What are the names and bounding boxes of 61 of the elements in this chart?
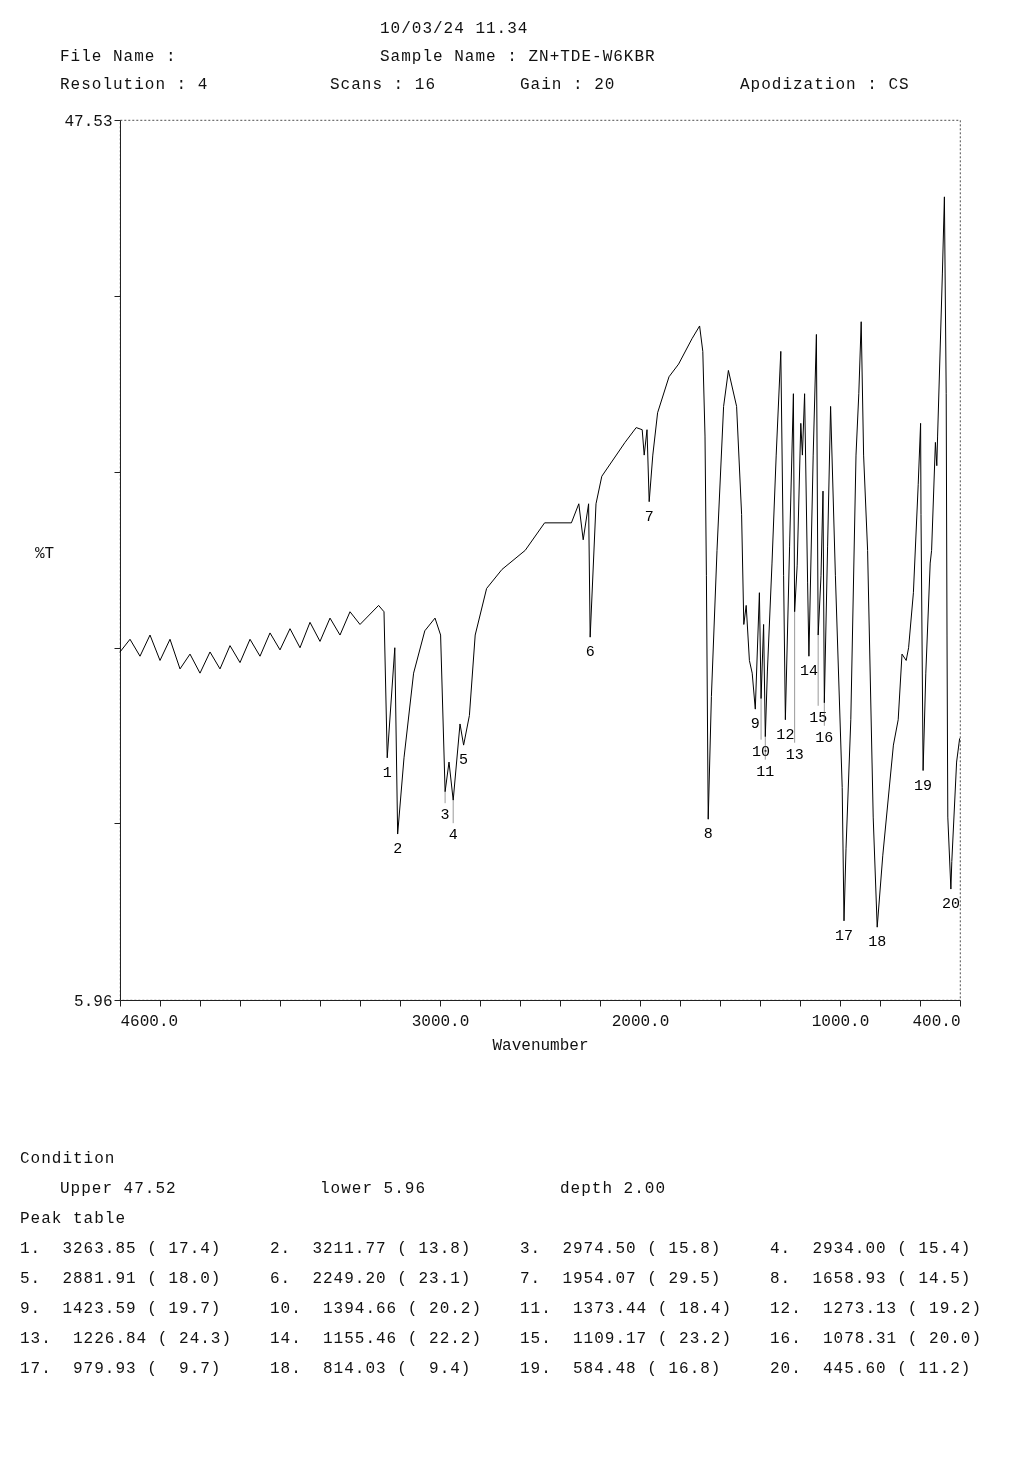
text: 19. 584.48 ( 16.8) [520, 1360, 722, 1378]
annotation: 11 [756, 763, 775, 781]
text: lower 5.96 [320, 1180, 427, 1198]
y-axis-title: %T [34, 544, 55, 563]
text: 15. 1109.17 ( 23.2) [520, 1330, 733, 1348]
text: 3. 2974.50 ( 15.8) [520, 1240, 722, 1258]
text: 18. 814.03 ( 9.4) [270, 1360, 472, 1378]
annotation: 8 [703, 826, 713, 844]
y-tick-label: 5.96 [74, 992, 113, 1011]
text: 1. 3263.85 ( 17.4) [20, 1240, 222, 1258]
annotation: 3 [440, 807, 450, 825]
annotation: 20 [941, 896, 960, 914]
x-tick-label: 1000.0 [811, 1012, 870, 1031]
annotation: 13 [785, 746, 804, 764]
annotation: 7 [644, 508, 654, 526]
text: 2. 3211.77 ( 13.8) [270, 1240, 472, 1258]
text: Resolution : 4 [60, 76, 209, 94]
text: Peak table [20, 1210, 127, 1228]
annotation: 17 [835, 927, 854, 945]
annotation: 2 [393, 841, 403, 859]
text: Gain : 20 [520, 76, 616, 94]
x-axis-title: Wavenumber [492, 1036, 589, 1055]
text: Apodization : CS [740, 76, 910, 94]
text: 7. 1954.07 ( 29.5) [520, 1270, 722, 1288]
text: Sample Name : ZN+TDE-W6KBR [380, 48, 656, 66]
text: 13. 1226.84 ( 24.3) [20, 1330, 233, 1348]
text: Condition [20, 1150, 116, 1168]
annotation: 12 [776, 726, 795, 744]
text: 8. 1658.93 ( 14.5) [770, 1270, 972, 1288]
annotation: 5 [459, 752, 469, 770]
annotation: 14 [799, 663, 818, 681]
text: 10/03/24 11.34 [380, 20, 529, 38]
text: 9. 1423.59 ( 19.7) [20, 1300, 222, 1318]
annotation: 16 [815, 729, 834, 747]
x-tick-label: 3000.0 [411, 1012, 470, 1031]
annotation: 19 [914, 777, 933, 795]
annotation: 6 [585, 644, 595, 662]
annotation: 10 [752, 743, 771, 761]
annotation: 15 [809, 709, 828, 727]
text: Scans : 16 [330, 76, 437, 94]
annotation: 1 [382, 764, 392, 782]
text: 17. 979.93 ( 9.7) [20, 1360, 222, 1378]
text: depth 2.00 [560, 1180, 667, 1198]
text: 5. 2881.91 ( 18.0) [20, 1270, 222, 1288]
text: 6. 2249.20 ( 23.1) [270, 1270, 472, 1288]
text: 14. 1155.46 ( 22.2) [270, 1330, 483, 1348]
x-tick-label: 4600.0 [120, 1012, 179, 1031]
text: 11. 1373.44 ( 18.4) [520, 1300, 733, 1318]
annotation: 18 [868, 934, 887, 952]
text: 20. 445.60 ( 11.2) [770, 1360, 972, 1378]
x-tick-label: 400.0 [912, 1012, 961, 1031]
x-tick-label: 2000.0 [611, 1012, 670, 1031]
text: 4. 2934.00 ( 15.4) [770, 1240, 972, 1258]
text: 10. 1394.66 ( 20.2) [270, 1300, 483, 1318]
text: 16. 1078.31 ( 20.0) [770, 1330, 983, 1348]
y-tick-label: 47.53 [64, 112, 113, 131]
text: 12. 1273.13 ( 19.2) [770, 1300, 983, 1318]
text: File Name : [60, 48, 177, 66]
annotation: 4 [448, 827, 458, 845]
text: Upper 47.52 [60, 1180, 177, 1198]
annotation: 9 [750, 716, 760, 734]
